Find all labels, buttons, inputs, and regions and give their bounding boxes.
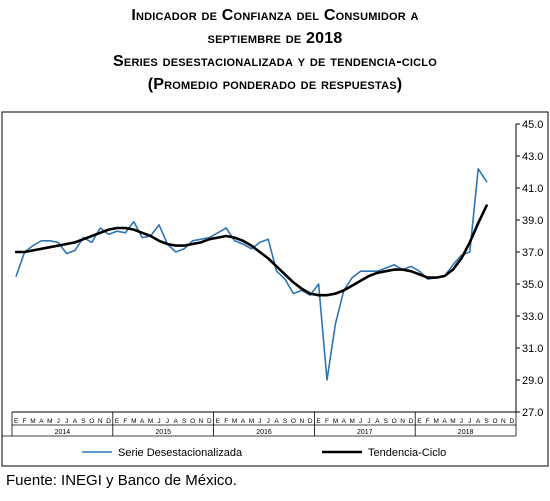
- x-month-label: J: [57, 418, 60, 425]
- x-month-label: M: [47, 418, 52, 425]
- x-month-label: J: [157, 418, 160, 425]
- y-tick-label: 31.0: [522, 343, 543, 355]
- legend-trend-label: Tendencia-Ciclo: [368, 447, 446, 459]
- x-month-label: F: [426, 418, 430, 425]
- legend-seasonal-label: Serie Desestacionalizada: [118, 447, 243, 459]
- y-tick-label: 39.0: [522, 215, 543, 227]
- y-tick-label: 27.0: [522, 407, 543, 419]
- y-tick-label: 35.0: [522, 279, 543, 291]
- x-month-label: N: [199, 418, 204, 425]
- x-month-label: E: [14, 418, 19, 425]
- y-tick-label: 33.0: [522, 311, 543, 323]
- x-month-label: J: [460, 418, 463, 425]
- x-month-label: A: [476, 418, 481, 425]
- chart-frame: [1, 111, 549, 467]
- y-tick-label: 29.0: [522, 375, 543, 387]
- x-year-label: 2014: [55, 429, 71, 436]
- title-line-3: Series desestacionalizada y de tendencia…: [113, 53, 437, 70]
- x-month-label: M: [232, 418, 237, 425]
- x-month-label: S: [283, 418, 288, 425]
- x-month-label: M: [148, 418, 153, 425]
- x-month-label: E: [216, 418, 221, 425]
- x-month-label: E: [417, 418, 422, 425]
- series-trend-line: [14, 204, 488, 297]
- x-month-label: O: [291, 418, 296, 425]
- x-month-label: A: [274, 418, 279, 425]
- x-month-label: M: [450, 418, 455, 425]
- x-month-label: M: [249, 418, 254, 425]
- title-line-2: septiembre de 2018: [207, 30, 343, 47]
- x-month-label: O: [190, 418, 195, 425]
- x-month-label: O: [392, 418, 397, 425]
- x-month-label: F: [325, 418, 329, 425]
- series-group: [14, 167, 488, 381]
- x-month-label: D: [409, 418, 414, 425]
- x-month-label: A: [241, 418, 246, 425]
- x-month-label: M: [433, 418, 438, 425]
- x-month-label: J: [367, 418, 370, 425]
- x-month-label: J: [65, 418, 68, 425]
- y-axis: 45.0 43.0 41.0 39.0 37.0 35.0 33.0 31.0 29.0 27.0: [515, 119, 543, 419]
- source-note: Fuente: INEGI y Banco de México.: [6, 472, 237, 489]
- x-month-label: S: [484, 418, 489, 425]
- x-month-label: F: [224, 418, 228, 425]
- x-month-label: D: [106, 418, 111, 425]
- x-month-label: F: [123, 418, 127, 425]
- x-month-label: A: [375, 418, 380, 425]
- x-month-label: N: [98, 418, 103, 425]
- y-tick-label: 45.0: [522, 119, 543, 131]
- line-chart: 45.0 43.0 41.0 39.0 37.0 35.0 33.0 31.0 29.0 27.0…: [1, 111, 549, 467]
- x-year-label: 2016: [256, 429, 272, 436]
- x-year-label: 2018: [458, 429, 474, 436]
- x-month-label: D: [207, 418, 212, 425]
- x-month-label: A: [174, 418, 179, 425]
- x-month-label: J: [166, 418, 169, 425]
- x-month-label: A: [39, 418, 44, 425]
- x-month-label: D: [308, 418, 313, 425]
- x-month-label: N: [299, 418, 304, 425]
- x-month-label: A: [73, 418, 78, 425]
- x-month-label: E: [316, 418, 321, 425]
- x-month-label: A: [442, 418, 447, 425]
- x-month-label: M: [349, 418, 354, 425]
- y-tick-label: 43.0: [522, 151, 543, 163]
- x-month-label: E: [115, 418, 120, 425]
- x-month-label: J: [267, 418, 270, 425]
- x-month-label: M: [333, 418, 338, 425]
- legend: Serie Desestacionalizada Tendencia-Ciclo: [82, 447, 446, 459]
- x-month-label: J: [258, 418, 261, 425]
- x-month-label: S: [384, 418, 389, 425]
- y-tick-label: 41.0: [522, 183, 543, 195]
- x-month-label: S: [182, 418, 187, 425]
- x-month-label: J: [468, 418, 471, 425]
- x-year-label: 2017: [357, 429, 373, 436]
- title-line-4: (Promedio ponderado de respuestas): [147, 76, 403, 93]
- x-month-label: A: [342, 418, 347, 425]
- x-year-label: 2015: [155, 429, 171, 436]
- x-month-label: N: [400, 418, 405, 425]
- chart-titles: Indicador de Confianza del Consumidor a …: [0, 4, 550, 96]
- x-month-label: O: [492, 418, 497, 425]
- y-tick-label: 37.0: [522, 247, 543, 259]
- title-line-1: Indicador de Confianza del Consumidor a: [131, 7, 419, 24]
- x-month-label: J: [359, 418, 362, 425]
- x-month-label: N: [501, 418, 506, 425]
- x-month-label: F: [23, 418, 27, 425]
- x-month-label: O: [89, 418, 94, 425]
- x-month-label: D: [509, 418, 514, 425]
- x-month-label: S: [81, 418, 86, 425]
- series-seasonal-line: [15, 167, 488, 381]
- x-month-label: M: [30, 418, 35, 425]
- x-month-label: M: [131, 418, 136, 425]
- x-month-label: A: [140, 418, 145, 425]
